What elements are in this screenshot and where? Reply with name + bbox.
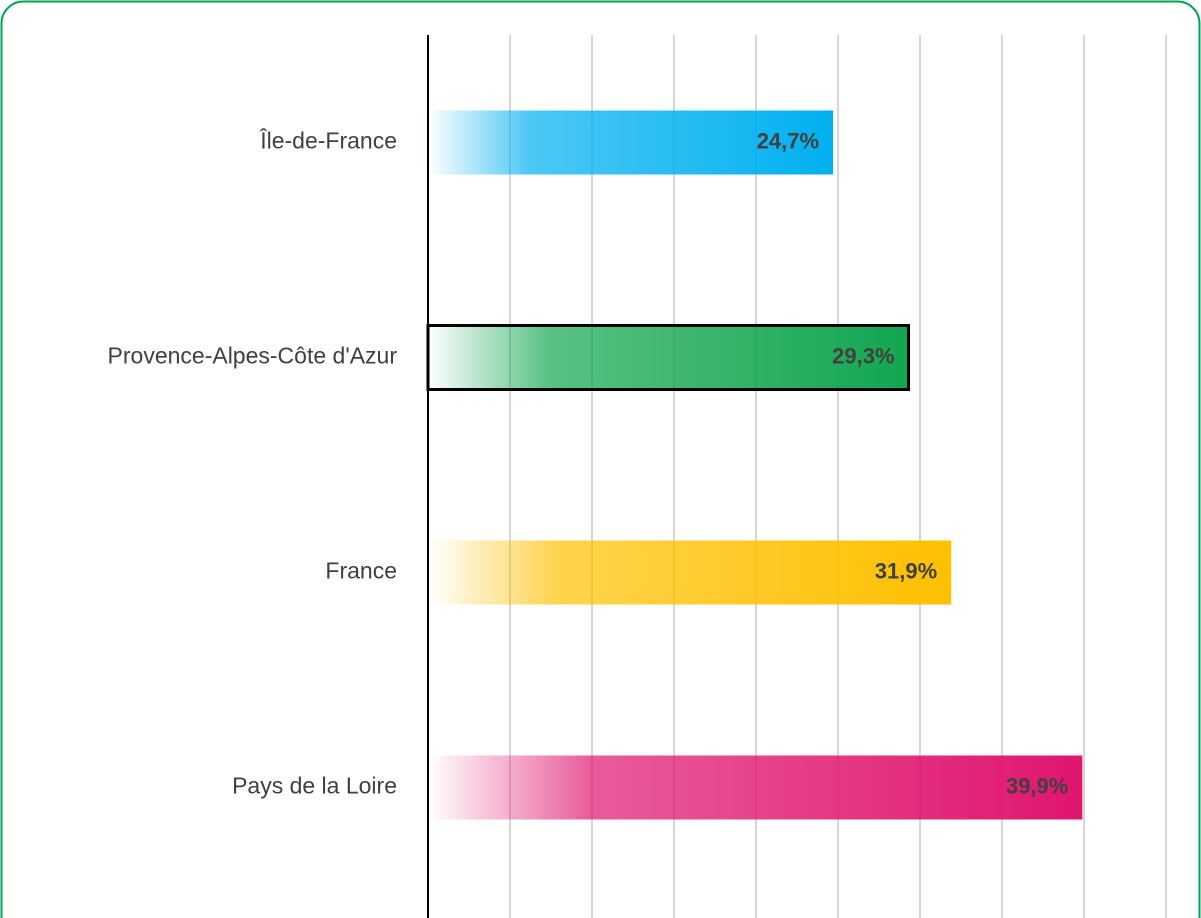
- value-label: 29,3%: [832, 343, 894, 368]
- category-label: France: [325, 558, 397, 584]
- bar: [428, 755, 1083, 820]
- bar: [426, 324, 911, 391]
- bar: [428, 110, 834, 175]
- category-label: Île-de-France: [259, 128, 397, 154]
- value-label: 39,9%: [1006, 773, 1068, 798]
- value-label: 24,7%: [757, 128, 819, 153]
- category-label: Pays de la Loire: [232, 773, 397, 799]
- bar: [428, 540, 952, 605]
- value-label: 31,9%: [875, 558, 937, 583]
- category-label: Provence-Alpes-Côte d'Azur: [108, 343, 398, 369]
